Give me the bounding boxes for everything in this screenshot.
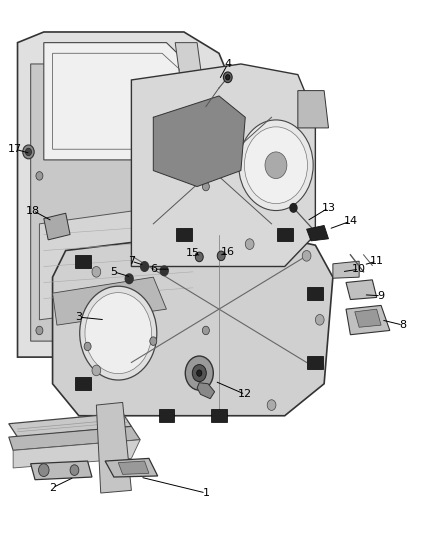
Circle shape — [70, 465, 79, 475]
Circle shape — [267, 400, 276, 410]
Circle shape — [25, 148, 32, 156]
Polygon shape — [18, 32, 237, 357]
Circle shape — [36, 172, 43, 180]
Polygon shape — [44, 213, 70, 240]
Text: 15: 15 — [186, 248, 200, 258]
Polygon shape — [298, 91, 328, 128]
Text: 18: 18 — [26, 206, 40, 215]
Polygon shape — [118, 461, 149, 474]
Text: 13: 13 — [321, 203, 336, 213]
Circle shape — [80, 286, 157, 380]
Polygon shape — [75, 255, 91, 268]
Text: 2: 2 — [49, 483, 56, 492]
Text: 11: 11 — [370, 256, 384, 266]
Polygon shape — [355, 309, 381, 327]
Text: 1: 1 — [202, 488, 209, 498]
Circle shape — [265, 152, 287, 179]
Polygon shape — [53, 277, 166, 325]
Polygon shape — [333, 261, 359, 278]
Text: 3: 3 — [75, 312, 82, 322]
Polygon shape — [307, 356, 323, 369]
Polygon shape — [197, 383, 215, 399]
Circle shape — [92, 365, 101, 376]
Circle shape — [85, 293, 152, 374]
Text: 17: 17 — [8, 144, 22, 154]
Text: 7: 7 — [128, 256, 135, 266]
Circle shape — [244, 127, 307, 204]
Polygon shape — [153, 96, 245, 187]
Polygon shape — [346, 305, 390, 335]
Circle shape — [217, 251, 225, 261]
Text: 5: 5 — [110, 267, 117, 277]
Circle shape — [84, 342, 91, 351]
Text: 12: 12 — [238, 390, 252, 399]
Polygon shape — [307, 287, 323, 300]
Polygon shape — [131, 64, 315, 266]
Circle shape — [202, 182, 209, 191]
Text: 9: 9 — [378, 291, 385, 301]
Circle shape — [92, 266, 101, 277]
Polygon shape — [13, 440, 140, 468]
Polygon shape — [9, 426, 140, 450]
Text: 8: 8 — [399, 320, 406, 330]
Circle shape — [192, 365, 206, 382]
Polygon shape — [31, 64, 215, 341]
Text: 14: 14 — [343, 216, 357, 226]
Polygon shape — [105, 458, 158, 477]
Circle shape — [39, 464, 49, 477]
Circle shape — [125, 274, 133, 284]
Circle shape — [202, 326, 209, 335]
Text: 6: 6 — [150, 264, 157, 274]
Circle shape — [160, 266, 168, 276]
Polygon shape — [277, 228, 293, 241]
Circle shape — [290, 204, 297, 212]
Circle shape — [302, 251, 311, 261]
Text: 4: 4 — [224, 59, 231, 69]
Circle shape — [23, 145, 34, 159]
Circle shape — [141, 262, 148, 271]
Polygon shape — [307, 225, 328, 241]
Polygon shape — [211, 409, 227, 422]
Circle shape — [245, 239, 254, 249]
Polygon shape — [39, 203, 206, 320]
Text: 10: 10 — [352, 264, 366, 274]
Circle shape — [36, 326, 43, 335]
Polygon shape — [31, 461, 92, 480]
Polygon shape — [75, 377, 91, 390]
Text: 16: 16 — [221, 247, 235, 257]
Polygon shape — [96, 402, 131, 493]
Polygon shape — [9, 413, 131, 437]
Circle shape — [223, 72, 232, 83]
Polygon shape — [44, 43, 188, 160]
Polygon shape — [176, 228, 192, 241]
Polygon shape — [346, 280, 377, 300]
Circle shape — [197, 370, 202, 376]
Circle shape — [315, 314, 324, 325]
Circle shape — [185, 356, 213, 390]
Polygon shape — [159, 409, 174, 422]
Circle shape — [226, 75, 230, 80]
Circle shape — [150, 337, 157, 345]
Polygon shape — [53, 229, 333, 416]
Polygon shape — [175, 43, 201, 75]
Circle shape — [239, 120, 313, 211]
Circle shape — [195, 252, 203, 262]
